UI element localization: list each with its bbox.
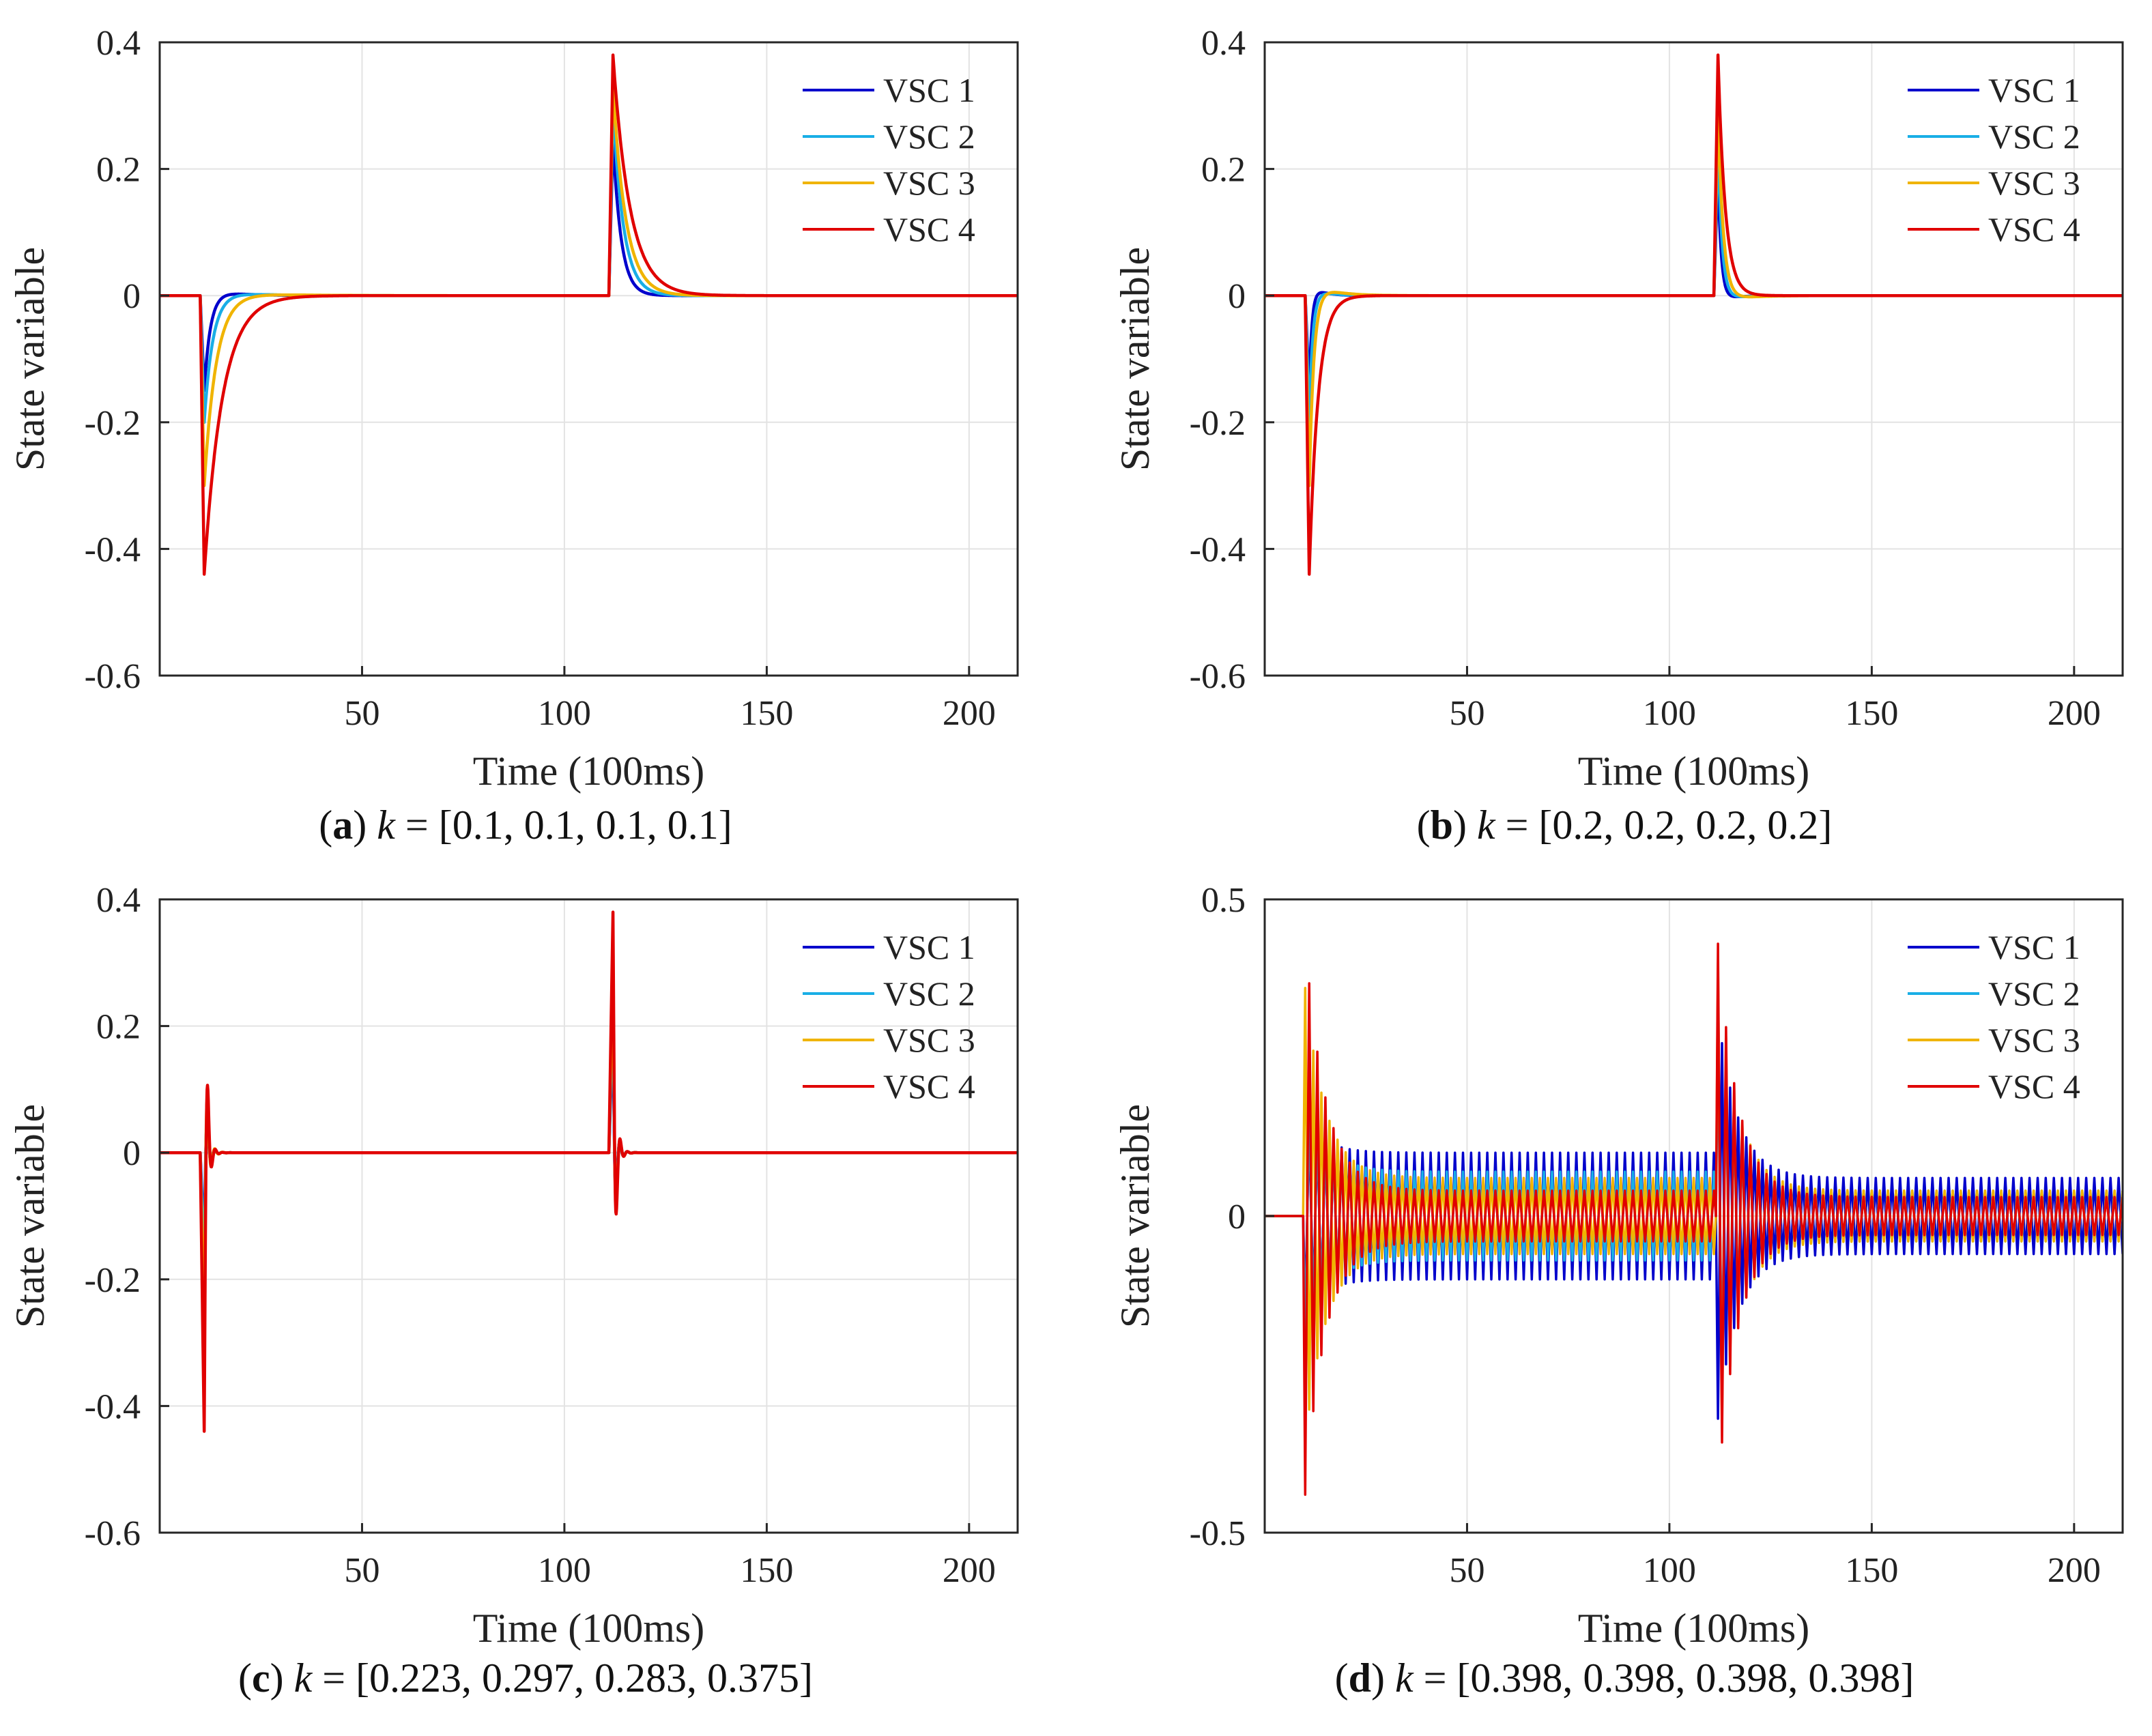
y-tick-label: -0.4 [1190, 530, 1246, 569]
legend-label-vsc-1: VSC 1 [883, 71, 975, 109]
legend-label-vsc-2: VSC 2 [1988, 117, 2080, 156]
y-axis-label: State variable [8, 247, 53, 471]
legend-label-vsc-1: VSC 1 [1988, 928, 2080, 966]
panel-caption-a: (a) k = [0.1, 0.1, 0.1, 0.1] [319, 802, 732, 848]
series-group [160, 910, 1018, 1433]
y-tick-label: 0 [123, 1134, 141, 1173]
legend-label-vsc-3: VSC 3 [1988, 1021, 2080, 1059]
axes-box [1263, 41, 2124, 677]
x-tick-label: 50 [344, 694, 379, 733]
series-group [160, 53, 1018, 576]
y-tick-label: -0.4 [85, 1387, 141, 1426]
series-line-vsc-1 [160, 1024, 1018, 1249]
y-tick-label: 0.2 [96, 1008, 141, 1047]
axes-box [158, 898, 1019, 1534]
x-tick-label: 100 [1643, 1551, 1696, 1590]
y-tick-label: 0.4 [96, 24, 141, 63]
x-tick-label: 150 [740, 694, 793, 733]
series-line-vsc-1 [1265, 167, 2123, 392]
y-tick-label: -0.5 [1190, 1514, 1246, 1553]
legend-label-vsc-2: VSC 2 [883, 117, 975, 156]
legend-label-vsc-1: VSC 1 [883, 928, 975, 966]
series-group [1265, 942, 2123, 1496]
y-tick-label: -0.6 [85, 1514, 141, 1553]
x-tick-label: 150 [1845, 694, 1898, 733]
x-tick-label: 100 [538, 694, 591, 733]
x-tick-label: 200 [2048, 1551, 2101, 1590]
y-tick-label: -0.4 [85, 530, 141, 569]
legend-label-vsc-3: VSC 3 [883, 1021, 975, 1059]
y-tick-label: 0 [123, 277, 141, 316]
y-tick-label: -0.2 [85, 404, 141, 443]
panel-caption-c: (c) k = [0.223, 0.297, 0.283, 0.375] [238, 1655, 814, 1701]
legend-label-vsc-3: VSC 3 [883, 164, 975, 202]
y-axis-label: State variable [1113, 1104, 1158, 1328]
y-tick-label: 0 [1228, 1198, 1246, 1236]
x-tick-label: 100 [538, 1551, 591, 1590]
x-tick-label: 200 [943, 694, 996, 733]
series-line-vsc-4 [160, 53, 1018, 576]
x-tick-label: 50 [344, 1551, 379, 1590]
x-axis-label: Time (100ms) [1578, 1606, 1810, 1651]
y-tick-label: 0.5 [1201, 881, 1246, 920]
x-tick-label: 150 [1845, 1551, 1898, 1590]
panel-caption-b: (b) k = [0.2, 0.2, 0.2, 0.2] [1416, 802, 1833, 848]
y-tick-label: 0.2 [96, 151, 141, 190]
y-tick-label: 0.4 [96, 881, 141, 920]
x-tick-label: 150 [740, 1551, 793, 1590]
x-tick-label: 200 [943, 1551, 996, 1590]
series-line-vsc-4 [160, 910, 1018, 1433]
series-line-vsc-4 [1265, 942, 2123, 1496]
series-group [1265, 53, 2123, 576]
panel-a: 50 100 150 200 0.4 0.2 0 -0.2 -0.4 -0.6 Time (100m… [8, 24, 1019, 794]
x-axis-label: Time (100ms) [1578, 749, 1810, 794]
y-tick-label: -0.2 [85, 1261, 141, 1300]
series-line-vsc-4 [1265, 53, 2123, 576]
y-tick-label: 0.4 [1201, 24, 1246, 63]
legend-label-vsc-4: VSC 4 [1988, 1067, 2080, 1105]
legend-label-vsc-4: VSC 4 [883, 210, 975, 248]
legend-label-vsc-4: VSC 4 [883, 1067, 975, 1105]
legend-label-vsc-3: VSC 3 [1988, 164, 2080, 202]
panel-d: 50 100 150 200 0.5 0 -0.5 Time (100ms) State var… [1113, 881, 2124, 1651]
legend-label-vsc-2: VSC 2 [1988, 974, 2080, 1013]
y-tick-label: -0.6 [85, 657, 141, 696]
x-tick-label: 50 [1449, 694, 1484, 733]
legend-label-vsc-2: VSC 2 [883, 974, 975, 1013]
x-tick-label: 50 [1449, 1551, 1484, 1590]
y-axis-label: State variable [8, 1104, 53, 1328]
y-tick-label: -0.6 [1190, 657, 1246, 696]
x-axis-label: Time (100ms) [473, 1606, 705, 1651]
axes-box [158, 41, 1019, 677]
panel-caption-d: (d) k = [0.398, 0.398, 0.398, 0.398] [1334, 1655, 1914, 1701]
x-tick-label: 200 [2048, 694, 2101, 733]
panel-b: 50 100 150 200 0.4 0.2 0 -0.2 -0.4 -0.6 Time (100m… [1113, 24, 2124, 794]
panel-c: 50 100 150 200 0.4 0.2 0 -0.2 -0.4 -0.6 Time (100m… [8, 881, 1019, 1651]
legend-label-vsc-4: VSC 4 [1988, 210, 2080, 248]
x-axis-label: Time (100ms) [473, 749, 705, 794]
y-tick-label: 0 [1228, 277, 1246, 316]
legend-label-vsc-1: VSC 1 [1988, 71, 2080, 109]
x-tick-label: 100 [1643, 694, 1696, 733]
y-tick-label: 0.2 [1201, 151, 1246, 190]
y-axis-label: State variable [1113, 247, 1158, 471]
y-tick-label: -0.2 [1190, 404, 1246, 443]
